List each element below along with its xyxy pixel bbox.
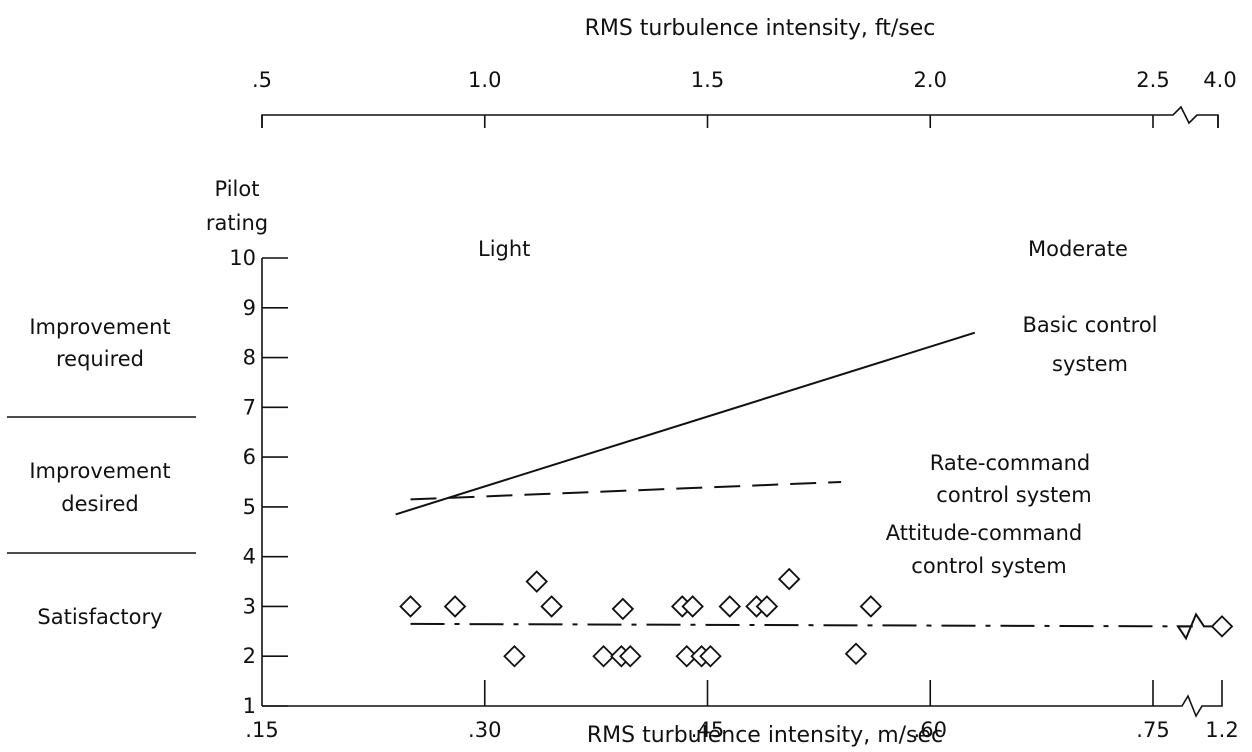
series-line-rate-command xyxy=(410,481,842,501)
y-tick-label: 1 xyxy=(243,694,256,718)
data-markers xyxy=(399,567,1234,668)
category-improvement-desired-2: desired xyxy=(61,492,138,516)
series-line-attitude-command xyxy=(410,622,1193,628)
main-axes: 1 2 3 4 5 6 7 8 9 10 .15 .30 .45 .60 .75 1.2 xyxy=(229,246,1238,742)
y-axis-label-line-1: Pilot xyxy=(215,177,260,201)
x-tick-label: 1.2 xyxy=(1205,718,1238,742)
rating-marker xyxy=(525,570,548,593)
y-tick-label: 10 xyxy=(229,246,256,270)
y-axis-label-line-2: rating xyxy=(206,211,268,235)
category-satisfactory: Satisfactory xyxy=(37,605,162,629)
x-axis-line xyxy=(262,680,1223,718)
rating-marker xyxy=(443,595,467,618)
series-line-basic xyxy=(395,331,976,516)
top-tick-label: 2.0 xyxy=(914,68,947,92)
rating-marker xyxy=(777,567,801,591)
y-tick-label: 6 xyxy=(243,445,256,469)
label-basic-line-1: Basic control xyxy=(1022,313,1157,337)
y-tick-label: 9 xyxy=(243,296,256,320)
rating-marker xyxy=(619,644,642,668)
x-tick-label: .15 xyxy=(245,718,278,742)
y-tick-label: 8 xyxy=(243,346,256,370)
y-tick-label: 2 xyxy=(243,644,256,668)
top-axis: .5 1.0 1.5 2.0 2.5 4.0 xyxy=(252,68,1237,128)
top-axis-title: RMS turbulence intensity, ft/sec xyxy=(585,16,936,41)
x-axis-title: RMS turbulence intensity, m/sec xyxy=(587,723,943,748)
category-improvement-required-2: required xyxy=(56,347,144,371)
region-label-moderate: Moderate xyxy=(1028,237,1128,261)
rating-marker xyxy=(503,644,526,668)
x-tick-label: .60 xyxy=(914,718,947,742)
category-improvement-desired-1: Improvement xyxy=(29,459,170,483)
y-tick-label: 5 xyxy=(243,495,256,519)
series-lines xyxy=(395,331,1222,641)
label-attitude-line-2: control system xyxy=(911,554,1066,578)
label-basic-line-2: system xyxy=(1052,352,1128,376)
x-tick-label: .30 xyxy=(468,718,501,742)
label-attitude-line-1: Attitude-command xyxy=(886,521,1083,545)
rating-marker xyxy=(592,644,615,668)
x-tick-label: .45 xyxy=(691,718,724,742)
top-tick-label: .5 xyxy=(252,68,272,92)
rating-marker xyxy=(699,644,722,668)
rating-marker xyxy=(681,595,704,618)
rating-marker xyxy=(399,595,422,618)
rating-marker xyxy=(611,597,635,621)
rating-marker xyxy=(755,595,779,618)
y-tick-label: 4 xyxy=(243,545,256,569)
y-tick-label: 3 xyxy=(243,594,256,618)
series-line-attitude-break xyxy=(1176,612,1222,641)
region-label-light: Light xyxy=(478,237,530,261)
rating-marker xyxy=(718,595,742,618)
y-tick-label: 7 xyxy=(243,395,256,419)
rating-marker xyxy=(859,595,883,618)
label-rate-line-1: Rate-command xyxy=(930,451,1091,475)
rating-marker xyxy=(844,642,868,666)
top-tick-label: 4.0 xyxy=(1203,68,1236,92)
rating-marker xyxy=(540,595,563,618)
top-tick-label: 1.5 xyxy=(691,68,724,92)
x-tick-label: .75 xyxy=(1136,718,1169,742)
rating-marker xyxy=(1210,615,1234,638)
rating-marker xyxy=(675,644,698,668)
top-tick-label: 1.0 xyxy=(468,68,501,92)
top-axis-line xyxy=(261,105,1219,128)
label-rate-line-2: control system xyxy=(936,483,1091,507)
category-improvement-required-1: Improvement xyxy=(29,315,170,339)
top-tick-label: 2.5 xyxy=(1136,68,1169,92)
